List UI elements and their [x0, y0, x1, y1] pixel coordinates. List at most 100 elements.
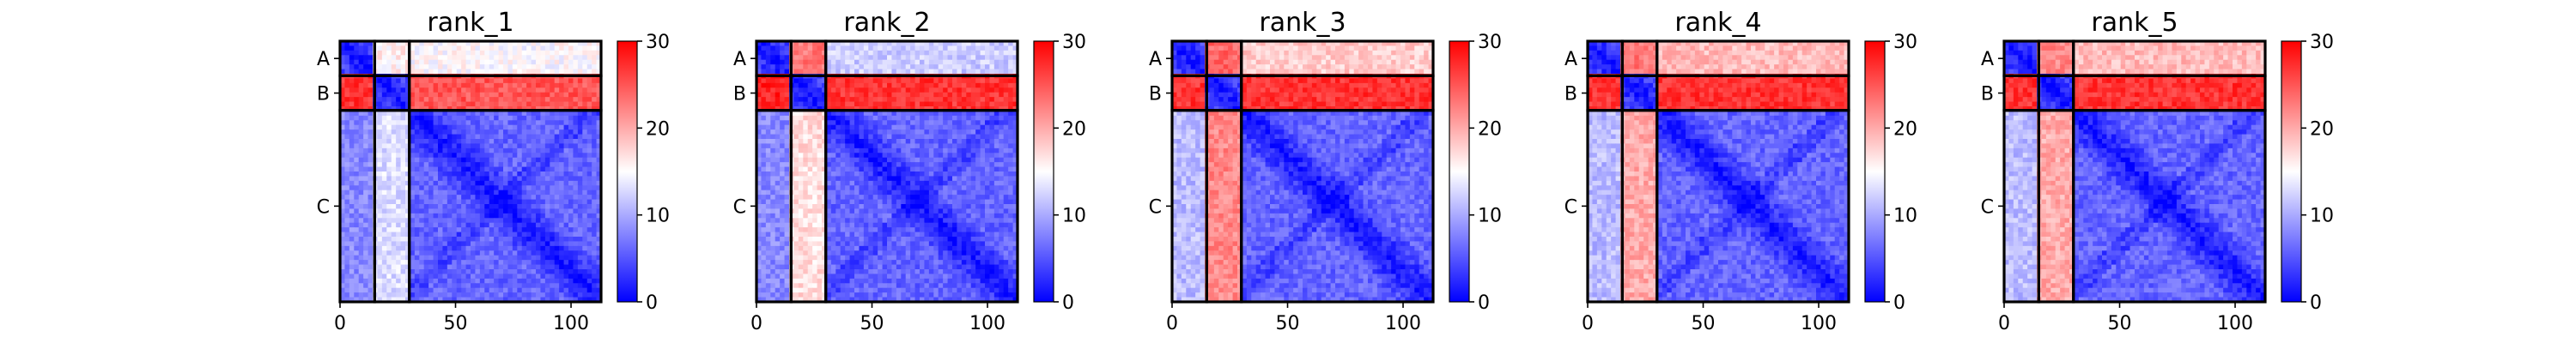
heatmap-cell [423, 143, 429, 149]
heatmap-cell [577, 213, 583, 219]
heatmap-cell [396, 41, 402, 47]
heatmap-cell [396, 78, 402, 84]
heatmap-cell [910, 69, 916, 75]
heatmap-cell [563, 50, 569, 56]
heatmap-cell [807, 166, 813, 172]
heatmap-cell [433, 227, 439, 233]
heatmap-cell [943, 143, 949, 149]
heatmap-cell [447, 195, 453, 201]
heatmap-cell [887, 139, 893, 145]
heatmap-cell [526, 292, 532, 298]
heatmap-cell [456, 297, 462, 303]
heatmap-cell [540, 222, 546, 228]
heatmap-cell [428, 162, 434, 168]
heatmap-cell [344, 255, 350, 261]
heatmap-cell [868, 172, 874, 178]
heatmap-cell [531, 59, 537, 65]
heatmap-cell [340, 250, 346, 256]
heatmap-cell [358, 111, 364, 117]
heatmap-cell [559, 255, 565, 261]
heatmap-cell [563, 87, 569, 93]
heatmap-cell [761, 147, 767, 153]
heatmap-cell [592, 69, 598, 75]
heatmap-cell [559, 129, 565, 135]
heatmap-cell [878, 129, 884, 135]
heatmap-cell [363, 59, 369, 65]
heatmap-cell [920, 147, 926, 153]
heatmap-cell [423, 278, 429, 284]
heatmap-cell [554, 172, 560, 178]
heatmap-cell [863, 92, 869, 98]
heatmap-cell [507, 129, 513, 135]
heatmap-cell [1012, 176, 1018, 182]
heatmap-cell [970, 134, 976, 140]
heatmap-cell [494, 69, 500, 75]
heatmap-cell [410, 292, 416, 298]
heatmap-cell [957, 120, 963, 126]
heatmap-cell [452, 92, 458, 98]
heatmap-cell [596, 55, 602, 61]
heatmap-cell [863, 111, 869, 117]
heatmap-cell [517, 260, 523, 266]
heatmap-cell [582, 218, 588, 224]
heatmap-cell [471, 59, 477, 65]
heatmap-cell [770, 78, 776, 84]
heatmap-cell [517, 101, 523, 107]
heatmap-cell [396, 278, 402, 284]
heatmap-cell [494, 78, 500, 84]
heatmap-cell [363, 260, 369, 266]
heatmap-cell [503, 227, 509, 233]
heatmap-cell [784, 55, 790, 61]
heatmap-cell [592, 278, 598, 284]
heatmap-cell [354, 255, 360, 261]
heatmap-cell [568, 64, 574, 70]
heatmap-cell [521, 195, 527, 201]
heatmap-cell [498, 222, 504, 228]
heatmap-cell [586, 269, 592, 275]
heatmap-cell [461, 250, 467, 256]
heatmap-cell [358, 50, 364, 56]
heatmap-cell [891, 45, 897, 51]
heatmap-cell [803, 59, 809, 65]
heatmap-cell [544, 92, 550, 98]
heatmap-cell [933, 78, 939, 84]
heatmap-cell [835, 166, 841, 172]
heatmap-cell [563, 78, 569, 84]
heatmap-cell [465, 208, 471, 214]
heatmap-cell [540, 87, 546, 93]
heatmap-cell [423, 166, 429, 172]
heatmap-cell [882, 101, 888, 107]
heatmap-cell [835, 143, 841, 149]
heatmap-cell [882, 55, 888, 61]
heatmap-cell [780, 50, 786, 56]
heatmap-cell [840, 92, 846, 98]
heatmap-cell [999, 82, 1005, 88]
heatmap-cell [817, 120, 823, 126]
heatmap-cell [928, 180, 934, 186]
heatmap-cell [498, 143, 504, 149]
colorbar [617, 41, 637, 302]
heatmap-cell [1008, 55, 1014, 61]
heatmap-cell [414, 97, 420, 103]
heatmap-cell [531, 208, 537, 214]
heatmap-cell [840, 59, 846, 65]
heatmap-cell [947, 157, 953, 163]
heatmap-cell [354, 199, 360, 205]
heatmap-cell [863, 97, 869, 103]
heatmap-cell [596, 176, 602, 182]
heatmap-cell [340, 50, 346, 56]
heatmap-cell [461, 111, 467, 117]
heatmap-cell [489, 45, 495, 51]
heatmap-cell [507, 64, 513, 70]
heatmap-cell [489, 199, 495, 205]
heatmap-cell [975, 111, 981, 117]
heatmap-cell [914, 78, 920, 84]
heatmap-cell [363, 166, 369, 172]
heatmap-cell [1012, 124, 1018, 130]
heatmap-cell [475, 78, 481, 84]
heatmap-cell [817, 69, 823, 75]
heatmap-cell [550, 274, 556, 280]
heatmap-cell [400, 69, 406, 75]
heatmap-cell [891, 124, 897, 130]
heatmap-cell [414, 222, 420, 228]
